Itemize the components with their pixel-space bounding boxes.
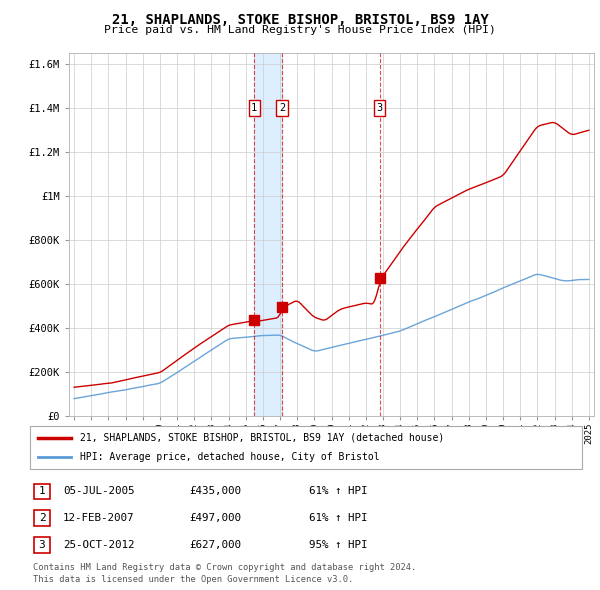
Text: 1: 1 — [251, 103, 257, 113]
Text: 3: 3 — [38, 540, 46, 549]
Text: 12-FEB-2007: 12-FEB-2007 — [63, 513, 134, 523]
Text: Contains HM Land Registry data © Crown copyright and database right 2024.: Contains HM Land Registry data © Crown c… — [33, 563, 416, 572]
Text: 21, SHAPLANDS, STOKE BISHOP, BRISTOL, BS9 1AY: 21, SHAPLANDS, STOKE BISHOP, BRISTOL, BS… — [112, 13, 488, 27]
Text: 25-OCT-2012: 25-OCT-2012 — [63, 540, 134, 549]
Text: £627,000: £627,000 — [189, 540, 241, 549]
Text: HPI: Average price, detached house, City of Bristol: HPI: Average price, detached house, City… — [80, 453, 379, 463]
Text: 2: 2 — [38, 513, 46, 523]
Text: 2: 2 — [279, 103, 285, 113]
FancyBboxPatch shape — [30, 426, 582, 469]
Text: 3: 3 — [377, 103, 383, 113]
FancyBboxPatch shape — [34, 537, 50, 552]
Text: This data is licensed under the Open Government Licence v3.0.: This data is licensed under the Open Gov… — [33, 575, 353, 584]
Text: £435,000: £435,000 — [189, 487, 241, 496]
Text: 95% ↑ HPI: 95% ↑ HPI — [309, 540, 367, 549]
FancyBboxPatch shape — [34, 484, 50, 499]
FancyBboxPatch shape — [34, 510, 50, 526]
Text: £497,000: £497,000 — [189, 513, 241, 523]
Text: 05-JUL-2005: 05-JUL-2005 — [63, 487, 134, 496]
Text: 21, SHAPLANDS, STOKE BISHOP, BRISTOL, BS9 1AY (detached house): 21, SHAPLANDS, STOKE BISHOP, BRISTOL, BS… — [80, 432, 444, 442]
Bar — [254, 53, 282, 416]
Text: 1: 1 — [38, 487, 46, 496]
Text: Price paid vs. HM Land Registry's House Price Index (HPI): Price paid vs. HM Land Registry's House … — [104, 25, 496, 35]
Text: 61% ↑ HPI: 61% ↑ HPI — [309, 487, 367, 496]
Text: 61% ↑ HPI: 61% ↑ HPI — [309, 513, 367, 523]
